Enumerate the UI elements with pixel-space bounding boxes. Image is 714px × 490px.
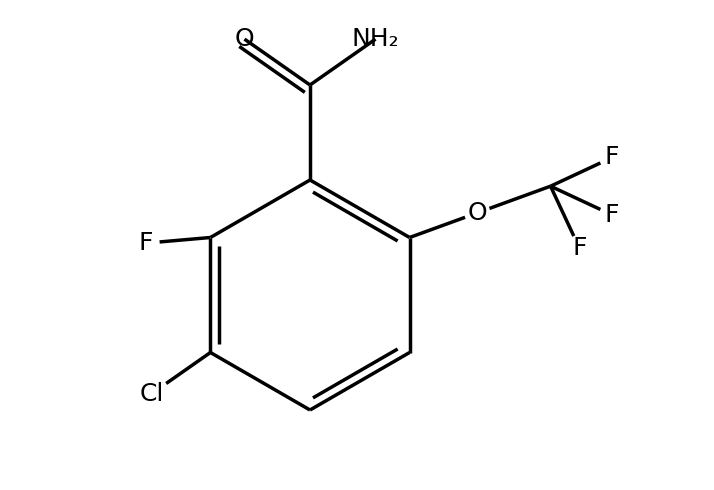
Text: O: O (235, 27, 254, 51)
Text: F: F (139, 231, 153, 255)
Text: F: F (605, 146, 620, 170)
Text: NH₂: NH₂ (352, 27, 399, 51)
Text: F: F (605, 203, 620, 227)
Text: F: F (572, 236, 586, 260)
Text: Cl: Cl (139, 382, 164, 406)
Text: O: O (468, 201, 487, 225)
